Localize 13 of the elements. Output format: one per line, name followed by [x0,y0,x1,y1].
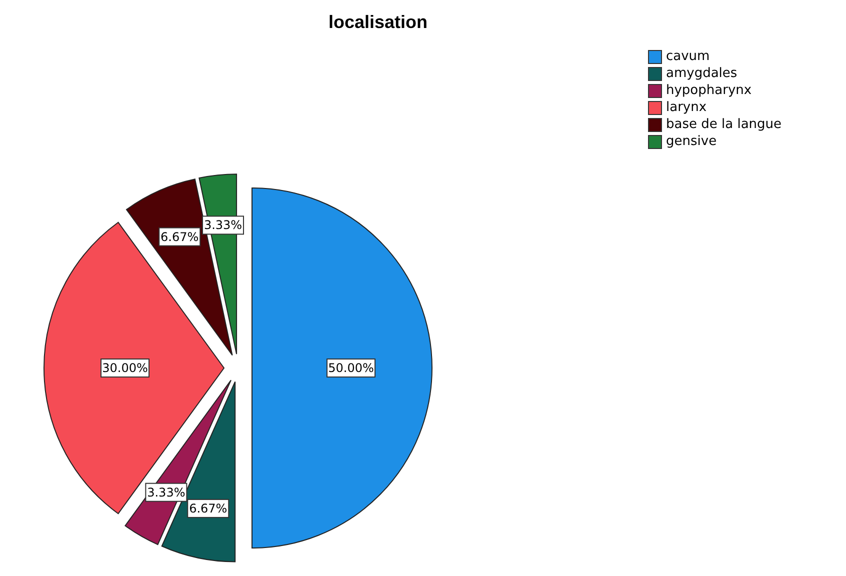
legend-label: base de la langue [666,117,782,132]
legend-label: larynx [666,100,707,115]
legend-label: gensive [666,134,717,149]
legend-label: hypopharynx [666,83,752,98]
legend-label: amygdales [666,66,738,81]
data-label: 3.33% [147,485,186,500]
data-label: 6.67% [189,501,228,516]
data-label: 30.00% [102,361,148,375]
legend-label: cavum [666,49,710,64]
data-label: 6.67% [160,230,199,244]
chart-title: localisation [327,12,429,33]
data-label: 50.00% [328,361,374,375]
data-label: 3.33% [204,218,242,232]
